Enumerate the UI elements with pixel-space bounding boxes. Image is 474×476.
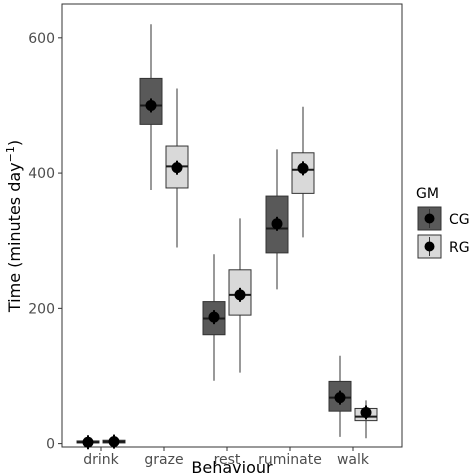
legend-key-point: [424, 213, 435, 224]
box-cg-graze: [139, 24, 163, 190]
x-tick-label: ruminate: [258, 452, 322, 468]
y-tick-label: 200: [28, 301, 55, 317]
mean-point: [334, 392, 346, 404]
y-tick-label: 400: [28, 166, 55, 182]
y-tick-label: 0: [46, 437, 55, 453]
box-cg-drink: [76, 435, 100, 450]
x-tick-label: graze: [144, 452, 183, 468]
legend-label: RG: [449, 240, 470, 256]
box-rg-drink: [102, 434, 126, 449]
box-series: [76, 24, 378, 450]
x-tick-label: drink: [83, 452, 119, 468]
box-rg-ruminate: [291, 106, 315, 238]
plot-panel: [61, 3, 403, 448]
box-rg-walk: [354, 400, 378, 439]
mean-point: [297, 162, 309, 174]
legend: GM CG RG: [416, 186, 470, 259]
box-rg-rest: [228, 218, 252, 373]
box-cg-ruminate: [265, 149, 289, 290]
box-cg-rest: [202, 254, 226, 381]
box-cg-walk: [328, 355, 352, 437]
y-tick-label: 600: [28, 31, 55, 47]
x-tick-label: rest: [214, 452, 241, 468]
y-axis: 0 200 400 600: [28, 31, 62, 453]
mean-point: [108, 436, 120, 448]
box-rg-graze: [165, 88, 189, 248]
legend-label: CG: [449, 212, 470, 228]
y-axis-title-close: ): [5, 140, 24, 146]
legend-key-point: [424, 241, 435, 252]
y-axis-title-superscript: −1: [4, 146, 17, 162]
x-axis: drink graze rest ruminate walk: [83, 447, 370, 468]
x-tick-label: walk: [337, 452, 370, 468]
legend-title: GM: [416, 186, 439, 202]
mean-point: [82, 436, 94, 448]
mean-point: [234, 289, 246, 301]
mean-point: [208, 311, 220, 323]
y-axis-title: Time (minutes day−1): [4, 140, 24, 313]
mean-point: [360, 407, 372, 419]
legend-item-cg: CG: [417, 206, 470, 231]
legend-item-rg: RG: [417, 234, 470, 259]
mean-point: [171, 162, 183, 174]
y-axis-title-main: Time (minutes day: [5, 162, 24, 313]
mean-point: [271, 218, 283, 230]
mean-point: [145, 99, 157, 111]
x-axis-title: Behaviour: [191, 458, 273, 476]
